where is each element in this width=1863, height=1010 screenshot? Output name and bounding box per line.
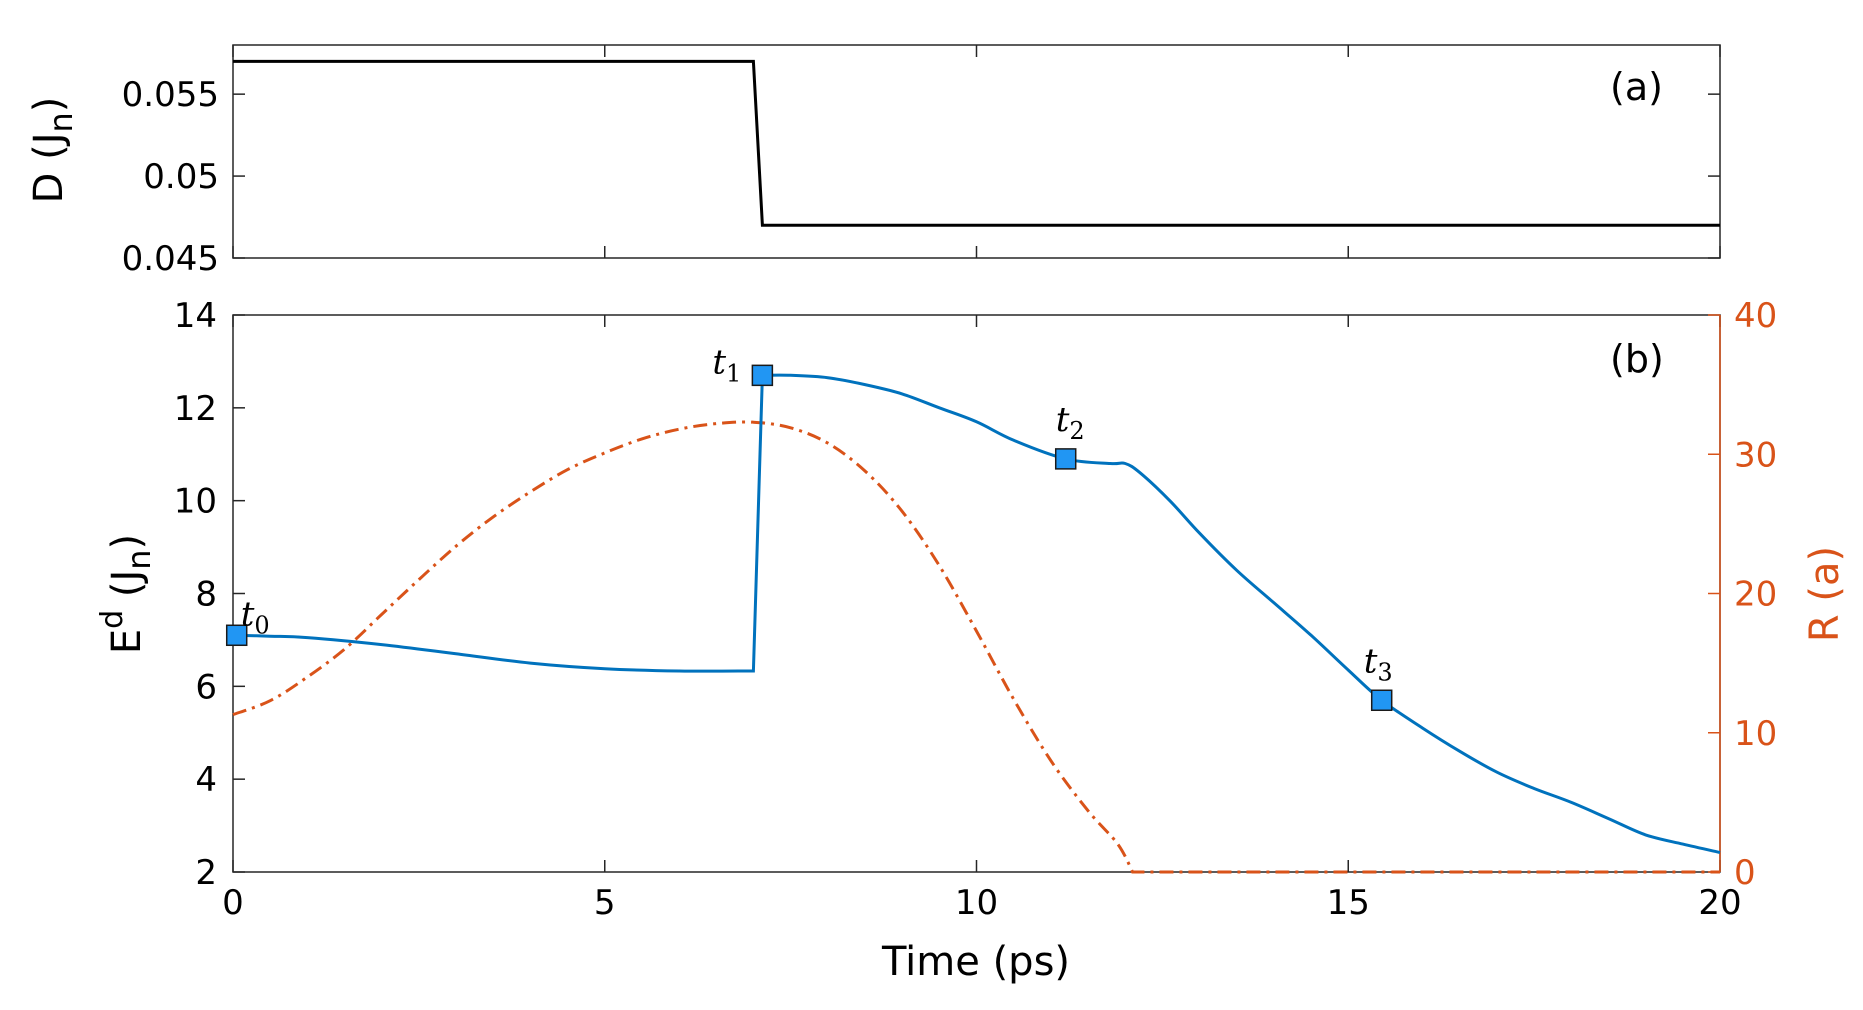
- panel-a-y-axis-label: D (Jn): [26, 97, 80, 204]
- panel-b-y2-tick-label: 10: [1734, 714, 1777, 754]
- panel-b-y-tick-label: 6: [195, 667, 217, 707]
- panel-b-x-tick-label: 15: [1327, 883, 1370, 923]
- panel-a-y-tick-label: 0.045: [122, 239, 219, 279]
- panel-b-y2-tick-label: 0: [1734, 853, 1756, 893]
- panel-b-y2-tick-label: 40: [1734, 296, 1777, 336]
- panel-b-marker-t1: [751, 364, 774, 387]
- panel-b-x-axis-label: Time (ps): [881, 939, 1070, 985]
- panel-b-y-tick-label: 8: [195, 575, 217, 615]
- panel-a-d-series-line: [233, 59, 1720, 227]
- panel-b-y-tick-label: 12: [174, 389, 217, 429]
- panel-b-y-tick-label: 2: [195, 853, 217, 893]
- panel-b-y2-axis-label: R (a): [1802, 546, 1848, 642]
- panel-b-y-ticks: 2 4 6 8 10 12 14: [174, 296, 245, 893]
- panel-b-marker-label-t1: t1: [712, 342, 741, 387]
- panel-a-label: (a): [1610, 65, 1663, 109]
- panel-b-y-tick-label: 4: [195, 760, 217, 800]
- panel-b-y-tick-label: 14: [174, 296, 217, 336]
- panel-b-y2-tick-label: 30: [1734, 435, 1777, 475]
- panel-b-x-tick-label: 10: [955, 883, 998, 923]
- panel-a-y-tick-label: 0.05: [143, 157, 219, 197]
- panel-b-e-series-line: [232, 373, 1721, 854]
- panel-b-y2-ticks: 0 10 20 30 40: [1708, 296, 1777, 893]
- panel-b-x-tick-label: 5: [594, 883, 616, 923]
- panel-a-y-ticks: 0.045 0.05 0.055: [122, 45, 1721, 279]
- panel-b-x-ticks: 0 5 10 15 20: [222, 315, 1742, 923]
- panel-b-y2-tick-label: 20: [1734, 575, 1777, 615]
- panel-b-x-tick-label: 20: [1698, 883, 1741, 923]
- panel-b-x-tick-label: 0: [222, 883, 244, 923]
- panel-b-y-tick-label: 10: [174, 482, 217, 522]
- panel-a-y-tick-label: 0.055: [122, 75, 219, 115]
- panel-b-marker-t2: [1054, 448, 1077, 470]
- panel-b-label: (b): [1610, 337, 1664, 381]
- panel-b-marker-t3: [1370, 689, 1393, 712]
- panel-b-marker-t0: [225, 624, 248, 647]
